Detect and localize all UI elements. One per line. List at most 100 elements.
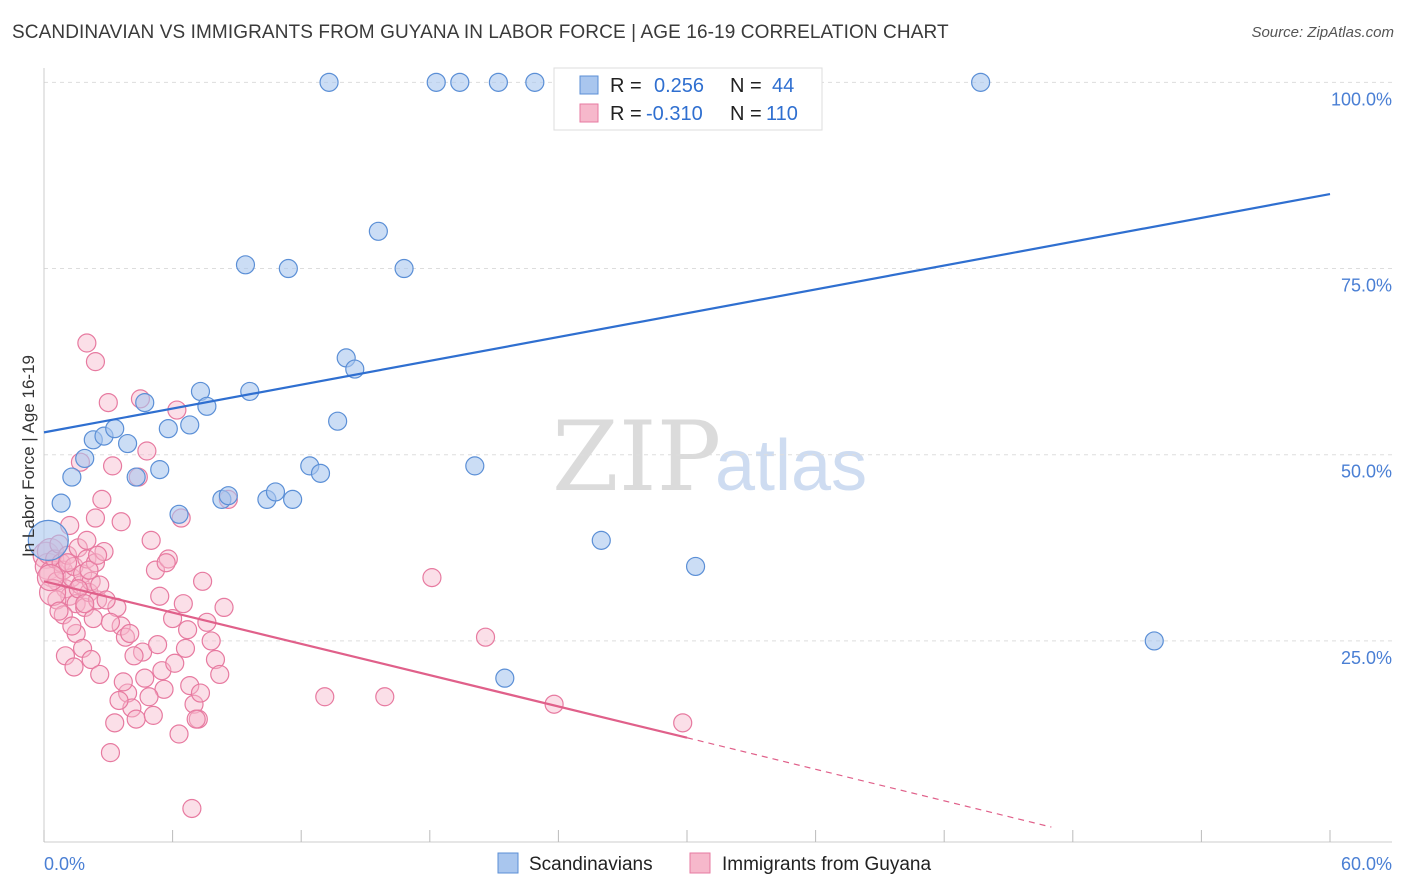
guyana-point-67 (205, 649, 226, 670)
legend-r-value-2: -0.310 (646, 103, 703, 125)
guyana-point-90 (315, 687, 335, 707)
scandinavian-point-8 (126, 467, 146, 487)
scandinavian-point-19 (240, 381, 260, 402)
watermark-atlas: atlas (715, 426, 867, 506)
bottom-legend-swatch-blue (497, 852, 519, 874)
guyana-point-78 (135, 668, 155, 688)
guyana-point-74 (113, 672, 133, 692)
guyana-point-32 (85, 508, 106, 528)
guyana-point-36 (64, 657, 84, 677)
guyana-point-40 (98, 392, 118, 413)
scandinavian-point-25 (310, 463, 331, 483)
scandinavian-point-10 (150, 460, 170, 480)
guyana-points (32, 333, 693, 819)
guyana-point-53 (147, 635, 168, 655)
guyana-point-31 (81, 649, 101, 670)
stats-legend-box (553, 67, 823, 131)
guyana-point-85 (173, 594, 193, 614)
legend-n-value-1: 44 (772, 75, 794, 97)
guyana-point-69 (214, 597, 234, 618)
legend-swatch-pink (579, 103, 599, 123)
gridlines (44, 81, 1392, 642)
scandinavian-point-33 (450, 72, 470, 92)
guyana-point-81 (150, 586, 170, 606)
guyana-point-68 (210, 664, 230, 685)
scandinavian-point-17 (218, 486, 238, 506)
guyana-point-91 (375, 687, 395, 707)
guyana-point-75 (120, 623, 140, 644)
guyana-point-39 (85, 352, 106, 372)
scandinavian-point-36 (495, 668, 515, 688)
guyana-point-50 (137, 441, 157, 461)
stats-legend: R = 0.256 N = 44 R = -0.310 N = 110 (553, 67, 823, 131)
scandinavian-point-13 (180, 415, 200, 435)
scandinavian-point-3 (75, 448, 95, 469)
guyana-point-71 (100, 743, 121, 763)
guyana-point-41 (102, 456, 123, 476)
bottom-legend-label-guyana: Immigrants from Guyana (722, 854, 931, 875)
scandinavian-point-22 (278, 258, 298, 279)
guyana-point-47 (126, 709, 146, 729)
guyana-point-76 (124, 646, 144, 666)
legend-r-label-2: R = (610, 103, 642, 125)
guyana-point-51 (141, 530, 161, 550)
guyana-point-86 (178, 620, 198, 640)
scandinavian-point-21 (265, 482, 286, 502)
guyana-point-80 (143, 705, 163, 725)
guyana-point-106 (62, 616, 82, 636)
scandinavian-point-7 (117, 433, 138, 454)
guyana-point-64 (193, 571, 213, 591)
guyana-point-61 (180, 675, 200, 696)
scandinavian-point-40 (591, 530, 611, 550)
scandinavian-point-34 (465, 456, 485, 476)
scandinavian-point-12 (169, 504, 189, 524)
watermark: ZIP atlas (552, 401, 867, 513)
legend-swatch-blue (579, 75, 599, 95)
guyana-point-82 (156, 553, 176, 573)
guyana-point-98 (100, 612, 121, 632)
scandinavian-point-41 (685, 556, 706, 577)
scandinavian-point-18 (235, 255, 256, 275)
y-axis-label: In Labor Force | Age 16-19 (19, 355, 38, 557)
guyana-point-66 (201, 631, 221, 651)
scandinavian-point-0 (27, 519, 69, 561)
guyana-point-93 (475, 627, 496, 647)
scandinavian-points (27, 72, 1164, 688)
guyana-point-92 (422, 568, 442, 588)
scandinavian-point-42 (971, 72, 991, 92)
series-legend: Scandinavians Immigrants from Guyana (497, 852, 931, 875)
regression-lines (43, 192, 1331, 828)
guyana-point-30 (77, 530, 97, 550)
legend-n-value-2: 110 (766, 103, 798, 125)
guyana-regression-line (43, 580, 688, 739)
guyana-point-52 (145, 560, 166, 580)
y-tick-label-25: 25.0% (1341, 648, 1392, 668)
scandinavian-point-9 (135, 392, 155, 413)
guyana-point-33 (90, 664, 110, 685)
guyana-point-95 (673, 713, 693, 733)
watermark-zip: ZIP (552, 401, 721, 513)
x-tick-label-min: 0.0% (44, 854, 85, 874)
legend-r-label-1: R = (610, 75, 642, 97)
y-tick-label-100: 100.0% (1331, 89, 1392, 109)
y-tick-label-50: 50.0% (1341, 462, 1392, 482)
guyana-point-72 (105, 713, 125, 733)
guyana-point-60 (175, 638, 196, 658)
guyana-point-62 (184, 694, 204, 714)
scandinavian-point-35 (488, 72, 508, 92)
bottom-legend-swatch-pink (689, 852, 711, 874)
scandinavian-point-2 (62, 467, 82, 487)
axes: 25.0% 50.0% 75.0% 100.0% (43, 68, 1392, 843)
guyana-point-104 (92, 489, 112, 510)
scandinavian-point-37 (525, 72, 545, 92)
guyana-point-83 (165, 653, 185, 673)
guyana-point-97 (96, 590, 116, 610)
chart-title: SCANDINAVIAN VS IMMIGRANTS FROM GUYANA I… (12, 22, 949, 43)
guyana-point-105 (111, 512, 131, 532)
guyana-point-88 (186, 709, 206, 729)
scandinavian-point-30 (368, 221, 388, 241)
legend-r-value-1: 0.256 (654, 75, 704, 97)
guyana-point-99 (57, 553, 78, 573)
guyana-point-108 (75, 594, 95, 614)
